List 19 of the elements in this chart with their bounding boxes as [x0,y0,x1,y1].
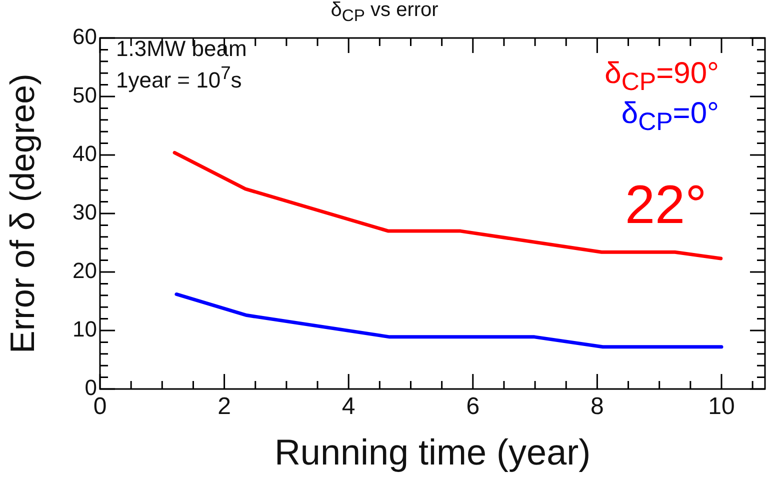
x-tick-label: 4 [342,393,356,420]
y-tick-label: 40 [72,141,97,166]
text: δ$_{CP}$=90° [604,57,719,98]
annotation: 22° [625,175,707,235]
x-tick-label: 10 [708,393,735,420]
x-axis-title: Running time (year) [274,431,591,472]
y-tick-label: 50 [72,82,97,108]
x-tick-label: 2 [218,393,231,420]
y-axis-title: Error of δ (degree) [4,74,42,354]
x-tick-label: 6 [466,393,480,420]
y-tick-label: 30 [72,200,97,225]
y-tick-label: 20 [72,258,97,284]
y-tick-label: 10 [72,316,97,342]
y-tick-label: 60 [72,24,97,50]
annotation: 1year = 10$^{7}$s [116,62,242,92]
annotation: 1.3MW beam [116,36,247,61]
x-tick-label: 8 [590,393,604,420]
text: δ$_{CP}$=0° [620,97,719,138]
chart-title: δ$_{CP}$ vs error [330,0,440,25]
